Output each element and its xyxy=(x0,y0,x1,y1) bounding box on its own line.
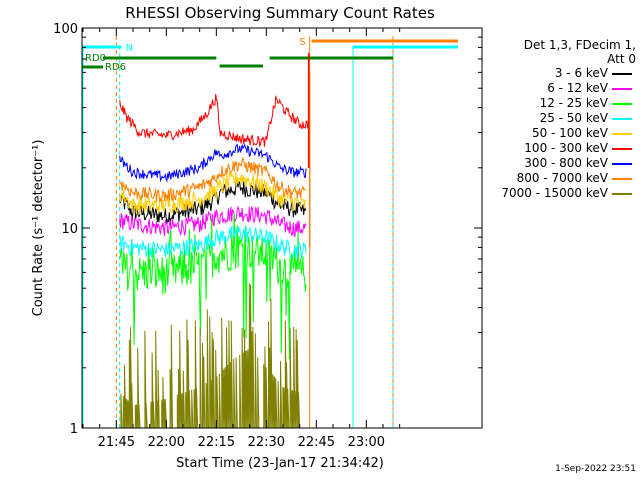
legend-entry-label: 300 - 800 keV xyxy=(524,156,608,170)
legend-entry-swatch xyxy=(612,178,632,180)
legend-entry: 800 - 7000 keV xyxy=(478,171,636,186)
series-line xyxy=(119,212,307,360)
series-line xyxy=(119,225,307,259)
legend-entry-label: 50 - 100 keV xyxy=(531,126,608,140)
legend-entry-label: 800 - 7000 keV xyxy=(516,171,608,185)
y-tick-label: 10 xyxy=(61,222,78,237)
annotation-n: N xyxy=(126,43,133,54)
plot-frame xyxy=(81,27,483,429)
annotation-rd0: RD0 xyxy=(85,53,106,64)
y-tick-label: 1 xyxy=(70,422,78,437)
legend-entry: 100 - 300 keV xyxy=(478,141,636,156)
x-tick-label: 21:45 xyxy=(98,435,135,450)
series-line xyxy=(119,205,307,238)
legend-entry-label: 7000 - 15000 keV xyxy=(501,186,608,200)
legend-entry-label: 100 - 300 keV xyxy=(524,141,608,155)
legend-entry: 300 - 800 keV xyxy=(478,156,636,171)
legend-entry-swatch xyxy=(612,73,632,75)
legend-entry-swatch xyxy=(612,148,632,150)
legend-entry-swatch xyxy=(612,118,632,120)
legend-entry-swatch xyxy=(612,103,632,105)
series-line xyxy=(119,143,307,183)
legend-entry: 12 - 25 keV xyxy=(478,96,636,111)
series-line xyxy=(119,171,307,215)
annotation-s: S xyxy=(299,37,305,48)
generated-timestamp: 1-Sep-2022 23:51 xyxy=(555,464,636,474)
legend-entry: 25 - 50 keV xyxy=(478,111,636,126)
legend-entry-label: 25 - 50 keV xyxy=(539,111,608,125)
y-axis-label: Count Rate (s⁻¹ detector⁻¹) xyxy=(31,140,46,317)
series-line xyxy=(119,283,301,429)
legend-header-line-2: Att 0 xyxy=(607,52,636,66)
legend-entry: 6 - 12 keV xyxy=(478,81,636,96)
legend-entry-label: 3 - 6 keV xyxy=(554,66,608,80)
legend: Det 1,3, FDecim 1, Att 0 3 - 6 keV 6 - 12… xyxy=(478,38,636,201)
legend-entry-swatch xyxy=(612,193,632,195)
x-tick-label: 22:15 xyxy=(198,435,235,450)
x-tick-label: 23:00 xyxy=(348,435,385,450)
x-tick-label: 22:00 xyxy=(148,435,185,450)
legend-entry-swatch xyxy=(612,133,632,135)
legend-header-line-1: Det 1,3, FDecim 1, xyxy=(523,38,636,52)
legend-entry-label: 6 - 12 keV xyxy=(547,81,608,95)
y-tick-label: 100 xyxy=(53,22,78,37)
legend-entry-swatch xyxy=(612,163,632,165)
chart-title: RHESSI Observing Summary Count Rates xyxy=(125,4,435,22)
series-line xyxy=(119,94,310,148)
x-axis-label: Start Time (23-Jan-17 21:34:42) xyxy=(176,456,384,471)
legend-entry: 50 - 100 keV xyxy=(478,126,636,141)
legend-entry: 3 - 6 keV xyxy=(478,66,636,81)
legend-entry-swatch xyxy=(612,88,632,90)
legend-entry: 7000 - 15000 keV xyxy=(478,186,636,201)
x-tick-label: 22:30 xyxy=(248,435,285,450)
x-tick-label: 22:45 xyxy=(298,435,335,450)
legend-entry-label: 12 - 25 keV xyxy=(539,96,608,110)
series-line xyxy=(119,156,307,204)
annotation-rd6: RD6 xyxy=(105,62,126,73)
